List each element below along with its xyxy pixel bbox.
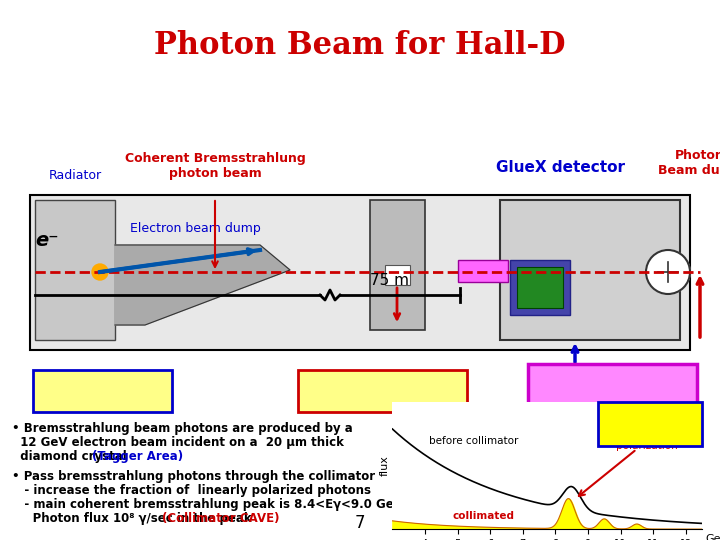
FancyBboxPatch shape xyxy=(510,260,570,315)
Text: diamond crystal: diamond crystal xyxy=(12,450,127,463)
Text: • Pass bremsstrahlung photons through the collimator: • Pass bremsstrahlung photons through th… xyxy=(12,470,375,483)
Text: Photon flux 10⁸ γ/sec in the peak: Photon flux 10⁸ γ/sec in the peak xyxy=(12,512,251,525)
Circle shape xyxy=(92,264,108,280)
FancyBboxPatch shape xyxy=(528,364,697,420)
Text: (Tagger Area): (Tagger Area) xyxy=(92,450,183,463)
Text: GlueX detector: GlueX detector xyxy=(495,160,624,175)
Text: (Collimator CAVE): (Collimator CAVE) xyxy=(162,512,279,525)
Text: Coherent Bremsstrahlung
photon beam: Coherent Bremsstrahlung photon beam xyxy=(125,152,305,180)
FancyBboxPatch shape xyxy=(35,200,115,340)
FancyBboxPatch shape xyxy=(500,200,680,340)
FancyBboxPatch shape xyxy=(33,370,172,412)
Text: Photon
Spectrum: Photon Spectrum xyxy=(621,413,678,435)
FancyBboxPatch shape xyxy=(598,402,702,446)
Text: Photon
Beam dump: Photon Beam dump xyxy=(658,149,720,177)
FancyBboxPatch shape xyxy=(30,195,690,350)
FancyBboxPatch shape xyxy=(517,267,563,308)
FancyBboxPatch shape xyxy=(458,260,508,282)
Text: GeV: GeV xyxy=(706,534,720,540)
Circle shape xyxy=(646,250,690,294)
Text: Experimental
Hall D: Experimental Hall D xyxy=(546,373,680,411)
Text: collimated: collimated xyxy=(453,511,515,521)
Y-axis label: flux: flux xyxy=(379,455,390,476)
Text: Electron beam dump: Electron beam dump xyxy=(130,222,261,235)
Text: 75 m: 75 m xyxy=(371,273,410,288)
Text: 7: 7 xyxy=(355,514,365,532)
FancyBboxPatch shape xyxy=(298,370,467,412)
Text: 40 %
polarization: 40 % polarization xyxy=(616,429,678,450)
Text: - increase the fraction of  linearly polarized photons: - increase the fraction of linearly pola… xyxy=(12,484,371,497)
Text: • Bremsstrahlung beam photons are produced by a: • Bremsstrahlung beam photons are produc… xyxy=(12,422,353,435)
Polygon shape xyxy=(115,245,290,325)
Text: e⁻: e⁻ xyxy=(35,231,58,249)
Text: Radiator: Radiator xyxy=(48,169,102,182)
Text: Photon Beam for Hall-D: Photon Beam for Hall-D xyxy=(154,30,566,61)
Text: 12 GeV electron beam incident on a  20 μm thick: 12 GeV electron beam incident on a 20 μm… xyxy=(12,436,344,449)
Text: Collimator Cave: Collimator Cave xyxy=(315,383,451,399)
Text: - main coherent bremsstrahlung peak is 8.4<Eγ<9.0 GeV.: - main coherent bremsstrahlung peak is 8… xyxy=(12,498,406,511)
Text: Tagger Area: Tagger Area xyxy=(51,383,155,399)
FancyBboxPatch shape xyxy=(370,200,425,330)
Text: before collimator: before collimator xyxy=(429,436,518,446)
FancyBboxPatch shape xyxy=(385,265,410,285)
